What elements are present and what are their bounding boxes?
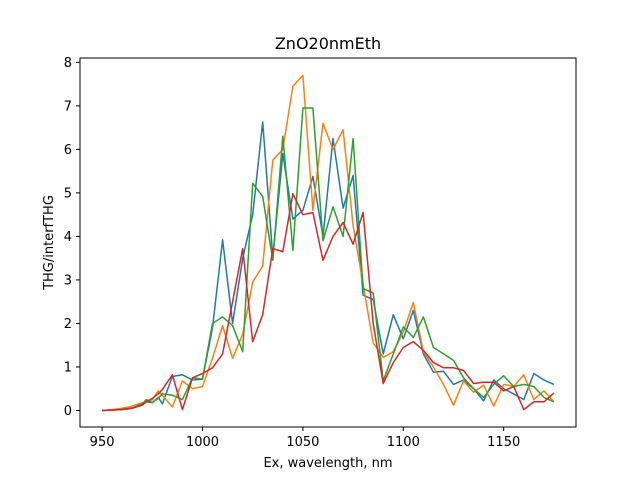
y-tick-label: 1 (64, 360, 72, 375)
y-axis-label: THG/interfTHG (42, 195, 57, 291)
y-tick-label: 4 (64, 230, 72, 245)
x-tick-label: 1050 (286, 435, 319, 450)
x-tick-label: 1100 (387, 435, 420, 450)
y-tick-label: 7 (64, 99, 72, 114)
plot-frame (79, 57, 577, 428)
y-tick-label: 3 (64, 273, 72, 288)
x-tick-label: 1000 (186, 435, 219, 450)
y-tick-label: 5 (64, 186, 72, 201)
y-tick-label: 6 (64, 143, 72, 158)
y-axis: 0 1 2 3 4 5 6 7 8 (64, 56, 80, 419)
series-4-line (102, 193, 555, 412)
chart-title: ZnO20nmEth (275, 34, 381, 53)
series-3-line (102, 107, 555, 412)
x-tick-label: 1150 (487, 435, 520, 450)
series-layer (102, 74, 555, 412)
x-axis-label: Ex, wavelength, nm (263, 456, 392, 471)
y-tick-label: 0 (64, 404, 72, 419)
y-tick-label: 2 (64, 317, 72, 332)
x-tick-label: 950 (90, 435, 115, 450)
x-axis: 950 1000 1050 1100 1150 (90, 427, 520, 450)
y-tick-label: 8 (64, 56, 72, 71)
